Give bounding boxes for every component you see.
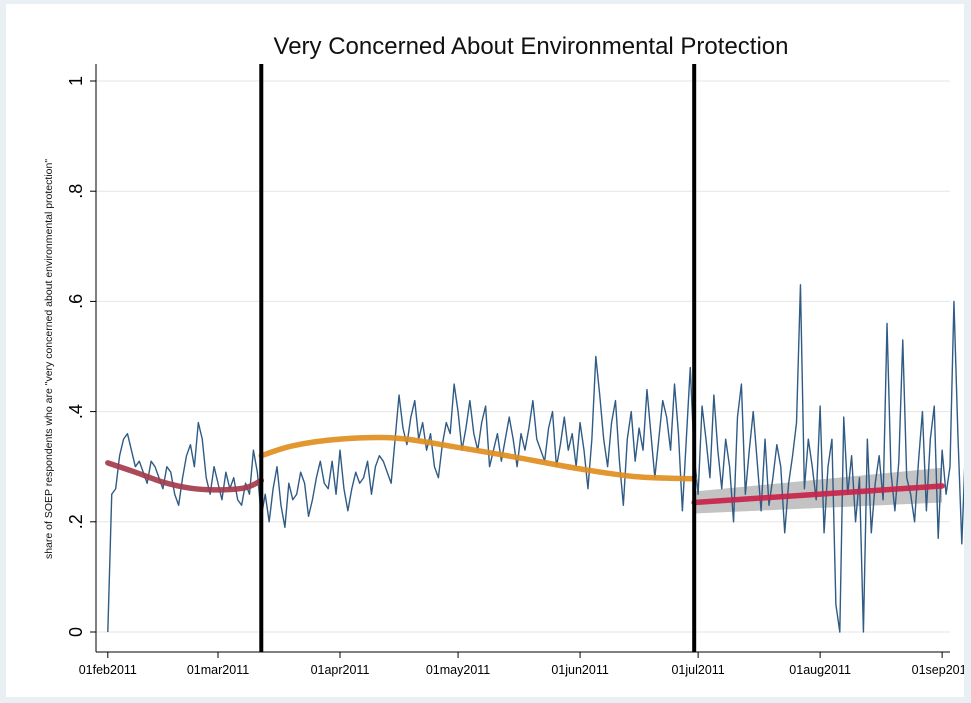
confidence-band-layer <box>694 467 943 514</box>
line-chart: Very Concerned About Environmental Prote… <box>43 33 964 677</box>
axes-layer: 0 .2 .4 .6 .8 1 01feb2011 01mar2011 01apr2011 01m… <box>66 64 964 677</box>
daily-series-layer <box>107 284 964 633</box>
confidence-band-period-3 <box>694 467 943 514</box>
fitted-curve-period-1 <box>105 460 265 493</box>
x-tick-label-5: 01jul2011 <box>671 663 724 677</box>
x-tick-label-7: 01sep2011 <box>912 663 964 677</box>
fitted-curves-layer <box>105 434 945 506</box>
x-tick-label-6: 01aug2011 <box>789 663 851 677</box>
y-tick-label-0: 0 <box>66 627 86 637</box>
x-tick-label-1: 01mar2011 <box>187 663 249 677</box>
y-tick-label-3: .6 <box>66 294 86 309</box>
daily-share-line <box>107 284 964 633</box>
x-tick-label-4: 01jun2011 <box>551 663 609 677</box>
x-tick-label-0: 01feb2011 <box>79 663 137 677</box>
x-tick-label-3: 01may2011 <box>426 663 490 677</box>
y-tick-label-2: .4 <box>66 404 86 419</box>
grid-lines <box>96 80 950 633</box>
y-tick-label-1: .2 <box>66 514 86 529</box>
y-tick-label-5: 1 <box>66 76 86 86</box>
fitted-curve-period-3 <box>691 483 945 506</box>
y-tick-label-4: .8 <box>66 184 86 199</box>
fitted-curve-period-2 <box>258 434 697 482</box>
vertical-markers-layer <box>259 64 697 652</box>
chart-frame: Very Concerned About Environmental Prote… <box>6 4 964 697</box>
x-tick-label-2: 01apr2011 <box>311 663 370 677</box>
y-axis-label: share of SOEP respondents who are "very … <box>43 159 55 559</box>
chart-title: Very Concerned About Environmental Prote… <box>274 33 789 60</box>
